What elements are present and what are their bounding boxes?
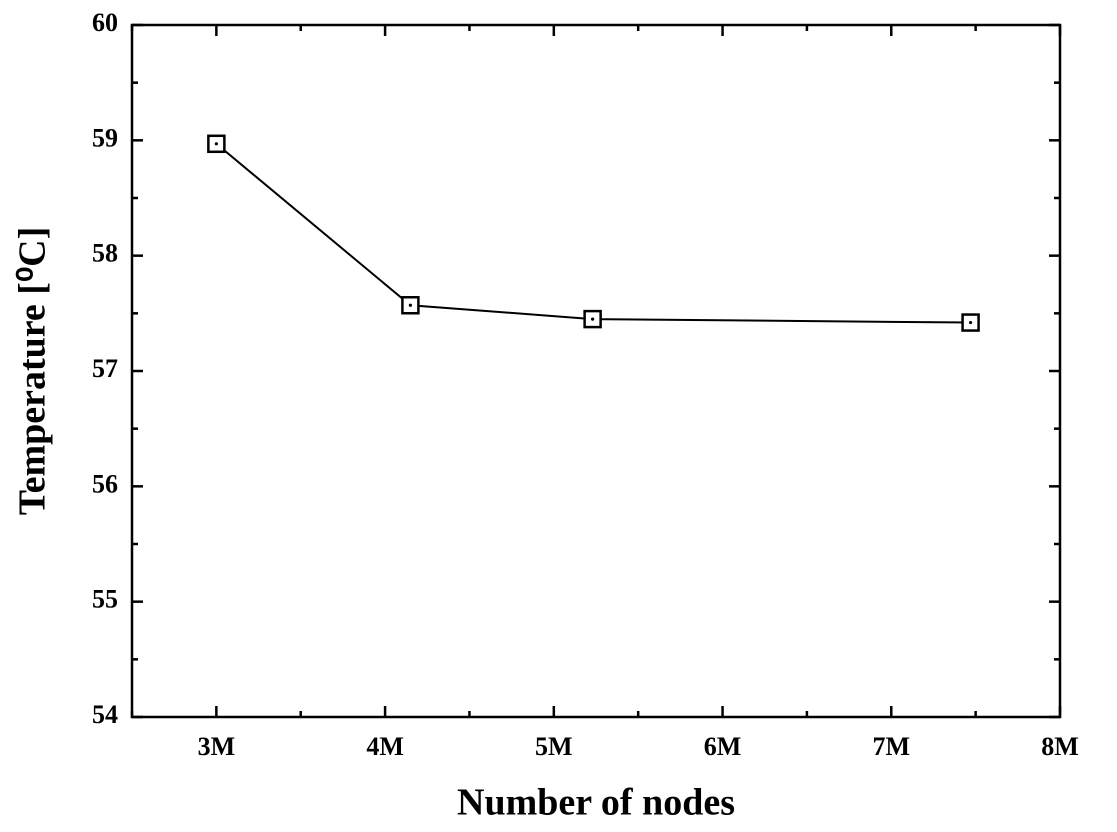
x-tick-label: 6M bbox=[704, 732, 742, 761]
y-axis-title: Temperature [⁰C] bbox=[12, 227, 54, 516]
y-tick-label: 55 bbox=[92, 585, 118, 614]
marker-dot bbox=[214, 142, 218, 146]
x-tick-label: 5M bbox=[535, 732, 573, 761]
y-tick-label: 58 bbox=[92, 239, 118, 268]
y-tick-label: 54 bbox=[92, 700, 118, 729]
x-tick-label: 3M bbox=[198, 732, 236, 761]
x-axis-title: Number of nodes bbox=[457, 782, 735, 824]
y-tick-label: 59 bbox=[92, 123, 118, 152]
x-tick-label: 4M bbox=[366, 732, 404, 761]
x-tick-label: 7M bbox=[872, 732, 910, 761]
y-tick-label: 60 bbox=[92, 8, 118, 37]
y-tick-label: 56 bbox=[92, 469, 118, 498]
series-line bbox=[215, 143, 971, 324]
marker-dot bbox=[408, 303, 412, 307]
y-tick-label: 57 bbox=[92, 354, 118, 383]
marker-dot bbox=[968, 320, 973, 325]
plot-frame bbox=[130, 23, 1062, 719]
marker-dot bbox=[591, 317, 595, 321]
x-tick-label: 8M bbox=[1041, 732, 1079, 761]
